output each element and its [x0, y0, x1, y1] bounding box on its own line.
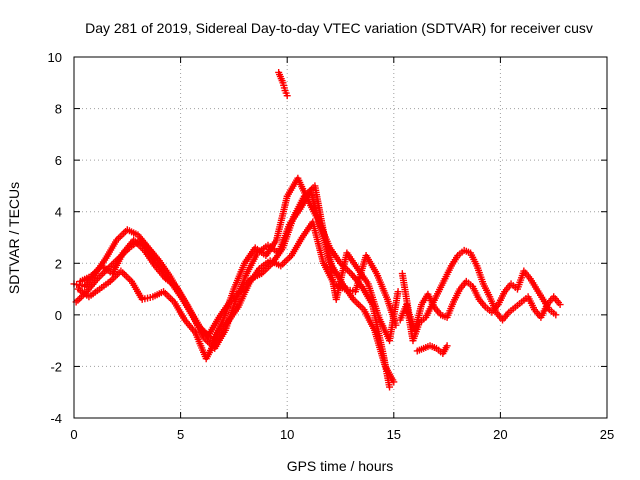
data-point [443, 342, 451, 350]
x-tick-label: 10 [280, 427, 294, 442]
x-tick-label: 15 [387, 427, 401, 442]
series-track-4 [76, 182, 402, 345]
series-track-6 [398, 267, 560, 334]
y-tick-label: 8 [55, 102, 62, 117]
y-tick-label: -2 [50, 359, 62, 374]
data-point [283, 92, 291, 100]
x-axis-label: GPS time / hours [287, 458, 394, 474]
series-track-7 [413, 342, 451, 358]
grid [74, 57, 607, 418]
y-axis-label: SDTVAR / TECUs [6, 182, 22, 294]
y-tick-label: -4 [50, 411, 62, 426]
y-tick-label: 0 [55, 308, 62, 323]
y-tick-label: 4 [55, 205, 62, 220]
data-points [70, 68, 564, 391]
data-point [552, 311, 560, 319]
data-point [556, 301, 564, 309]
series-track-8 [275, 68, 291, 100]
series-track-3 [74, 218, 400, 363]
y-tick-label: 10 [48, 50, 62, 65]
data-point [390, 378, 398, 386]
x-tick-label: 20 [493, 427, 507, 442]
chart-title: Day 281 of 2019, Sidereal Day-to-day VTE… [85, 20, 593, 36]
y-tick-label: 2 [55, 256, 62, 271]
x-tick-label: 5 [177, 427, 184, 442]
plot-frame [73, 56, 608, 419]
ticks: 0 5 10 15 20 25 -4 -2 0 2 4 6 8 10 [48, 50, 615, 442]
y-tick-label: 6 [55, 153, 62, 168]
x-tick-label: 25 [600, 427, 614, 442]
x-tick-label: 0 [70, 427, 77, 442]
data-point [386, 383, 394, 391]
data-point [394, 288, 402, 296]
